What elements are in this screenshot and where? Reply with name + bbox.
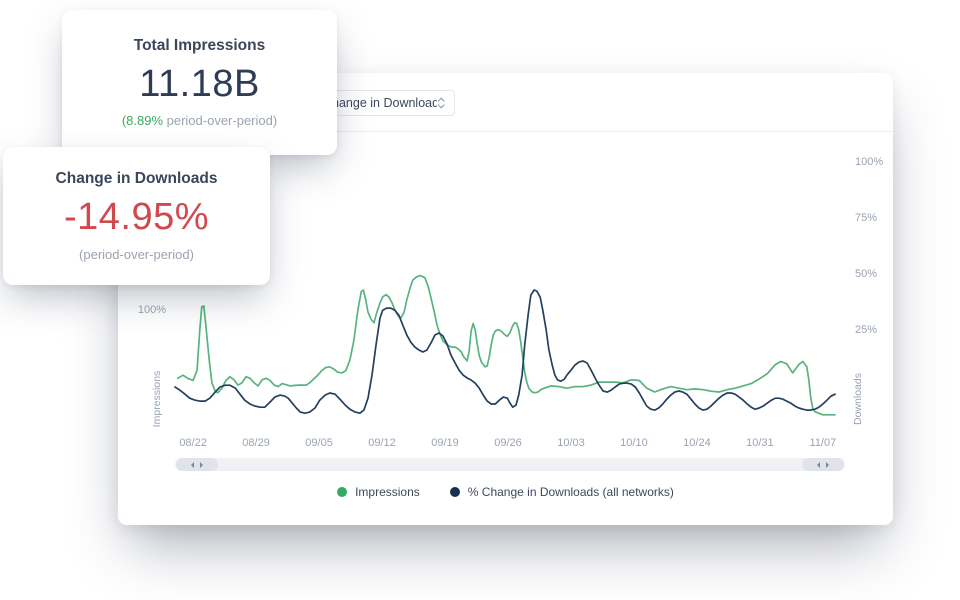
x-tick-label: 08/22 [179, 437, 207, 449]
select-chevron-icon [437, 97, 445, 109]
impressions-legend-dot-icon [337, 487, 348, 497]
downloads-period-note: (period-over-period) [79, 246, 194, 262]
card-title: Change in Downloads [55, 170, 218, 188]
impressions-delta: (8.89% period-over-period) [122, 113, 277, 128]
header-divider [118, 131, 893, 132]
x-tick-label: 10/03 [557, 437, 585, 449]
impressions-delta-suffix: period-over-period) [163, 113, 278, 129]
arrow-left-icon [191, 461, 194, 468]
total-impressions-value: 11.18B [139, 62, 260, 105]
x-tick-label: 09/05 [305, 437, 333, 449]
downloads-legend-dot-icon [449, 487, 460, 497]
scrollbar-right-handle[interactable] [802, 458, 844, 471]
change-in-downloads-card: Change in Downloads -14.95% (period-over… [3, 147, 270, 285]
change-in-downloads-value: -14.95% [63, 196, 210, 239]
legend-item-impressions[interactable]: Impressions [337, 485, 420, 499]
chart-legend: Impressions % Change in Downloads (all n… [118, 485, 893, 499]
legend-label: % Change in Downloads (all networks) [467, 485, 674, 499]
x-tick-label: 09/12 [368, 437, 396, 449]
x-tick-label: 10/10 [620, 437, 648, 449]
y-tick-label: 100% [855, 156, 884, 169]
x-tick-label: 11/07 [809, 437, 837, 449]
x-tick-label: 08/29 [242, 437, 270, 449]
card-title: Total Impressions [133, 36, 266, 54]
x-tick-label: 10/31 [746, 437, 774, 449]
y-tick-label: 50% [855, 268, 878, 281]
y-tick-label: 100% [137, 303, 166, 316]
y-axis-right-title: Downloads [852, 373, 864, 425]
y-axis-left-title: Impressions [151, 370, 163, 428]
arrow-left-icon [817, 461, 820, 468]
chart-panel: Change in Downloads Impressions Download… [118, 73, 893, 525]
scrollbar-left-handle[interactable] [176, 458, 218, 471]
y-tick-label: 75% [855, 212, 878, 225]
arrow-right-icon [200, 461, 203, 468]
legend-item-downloads[interactable]: % Change in Downloads (all networks) [449, 485, 674, 499]
arrow-right-icon [826, 461, 829, 468]
x-tick-label: 10/24 [683, 437, 711, 449]
legend-label: Impressions [355, 485, 420, 499]
chart-scrollbar-track[interactable] [175, 458, 845, 471]
metric-dropdown-value: Change in Downloads [323, 96, 437, 110]
total-impressions-card: Total Impressions 11.18B (8.89% period-o… [62, 10, 337, 155]
chart-svg[interactable] [174, 150, 845, 430]
impressions-delta-percent: (8.89% [121, 113, 164, 129]
y-tick-label: 25% [855, 324, 878, 337]
x-tick-label: 09/26 [494, 437, 522, 449]
x-tick-label: 09/19 [431, 437, 459, 449]
